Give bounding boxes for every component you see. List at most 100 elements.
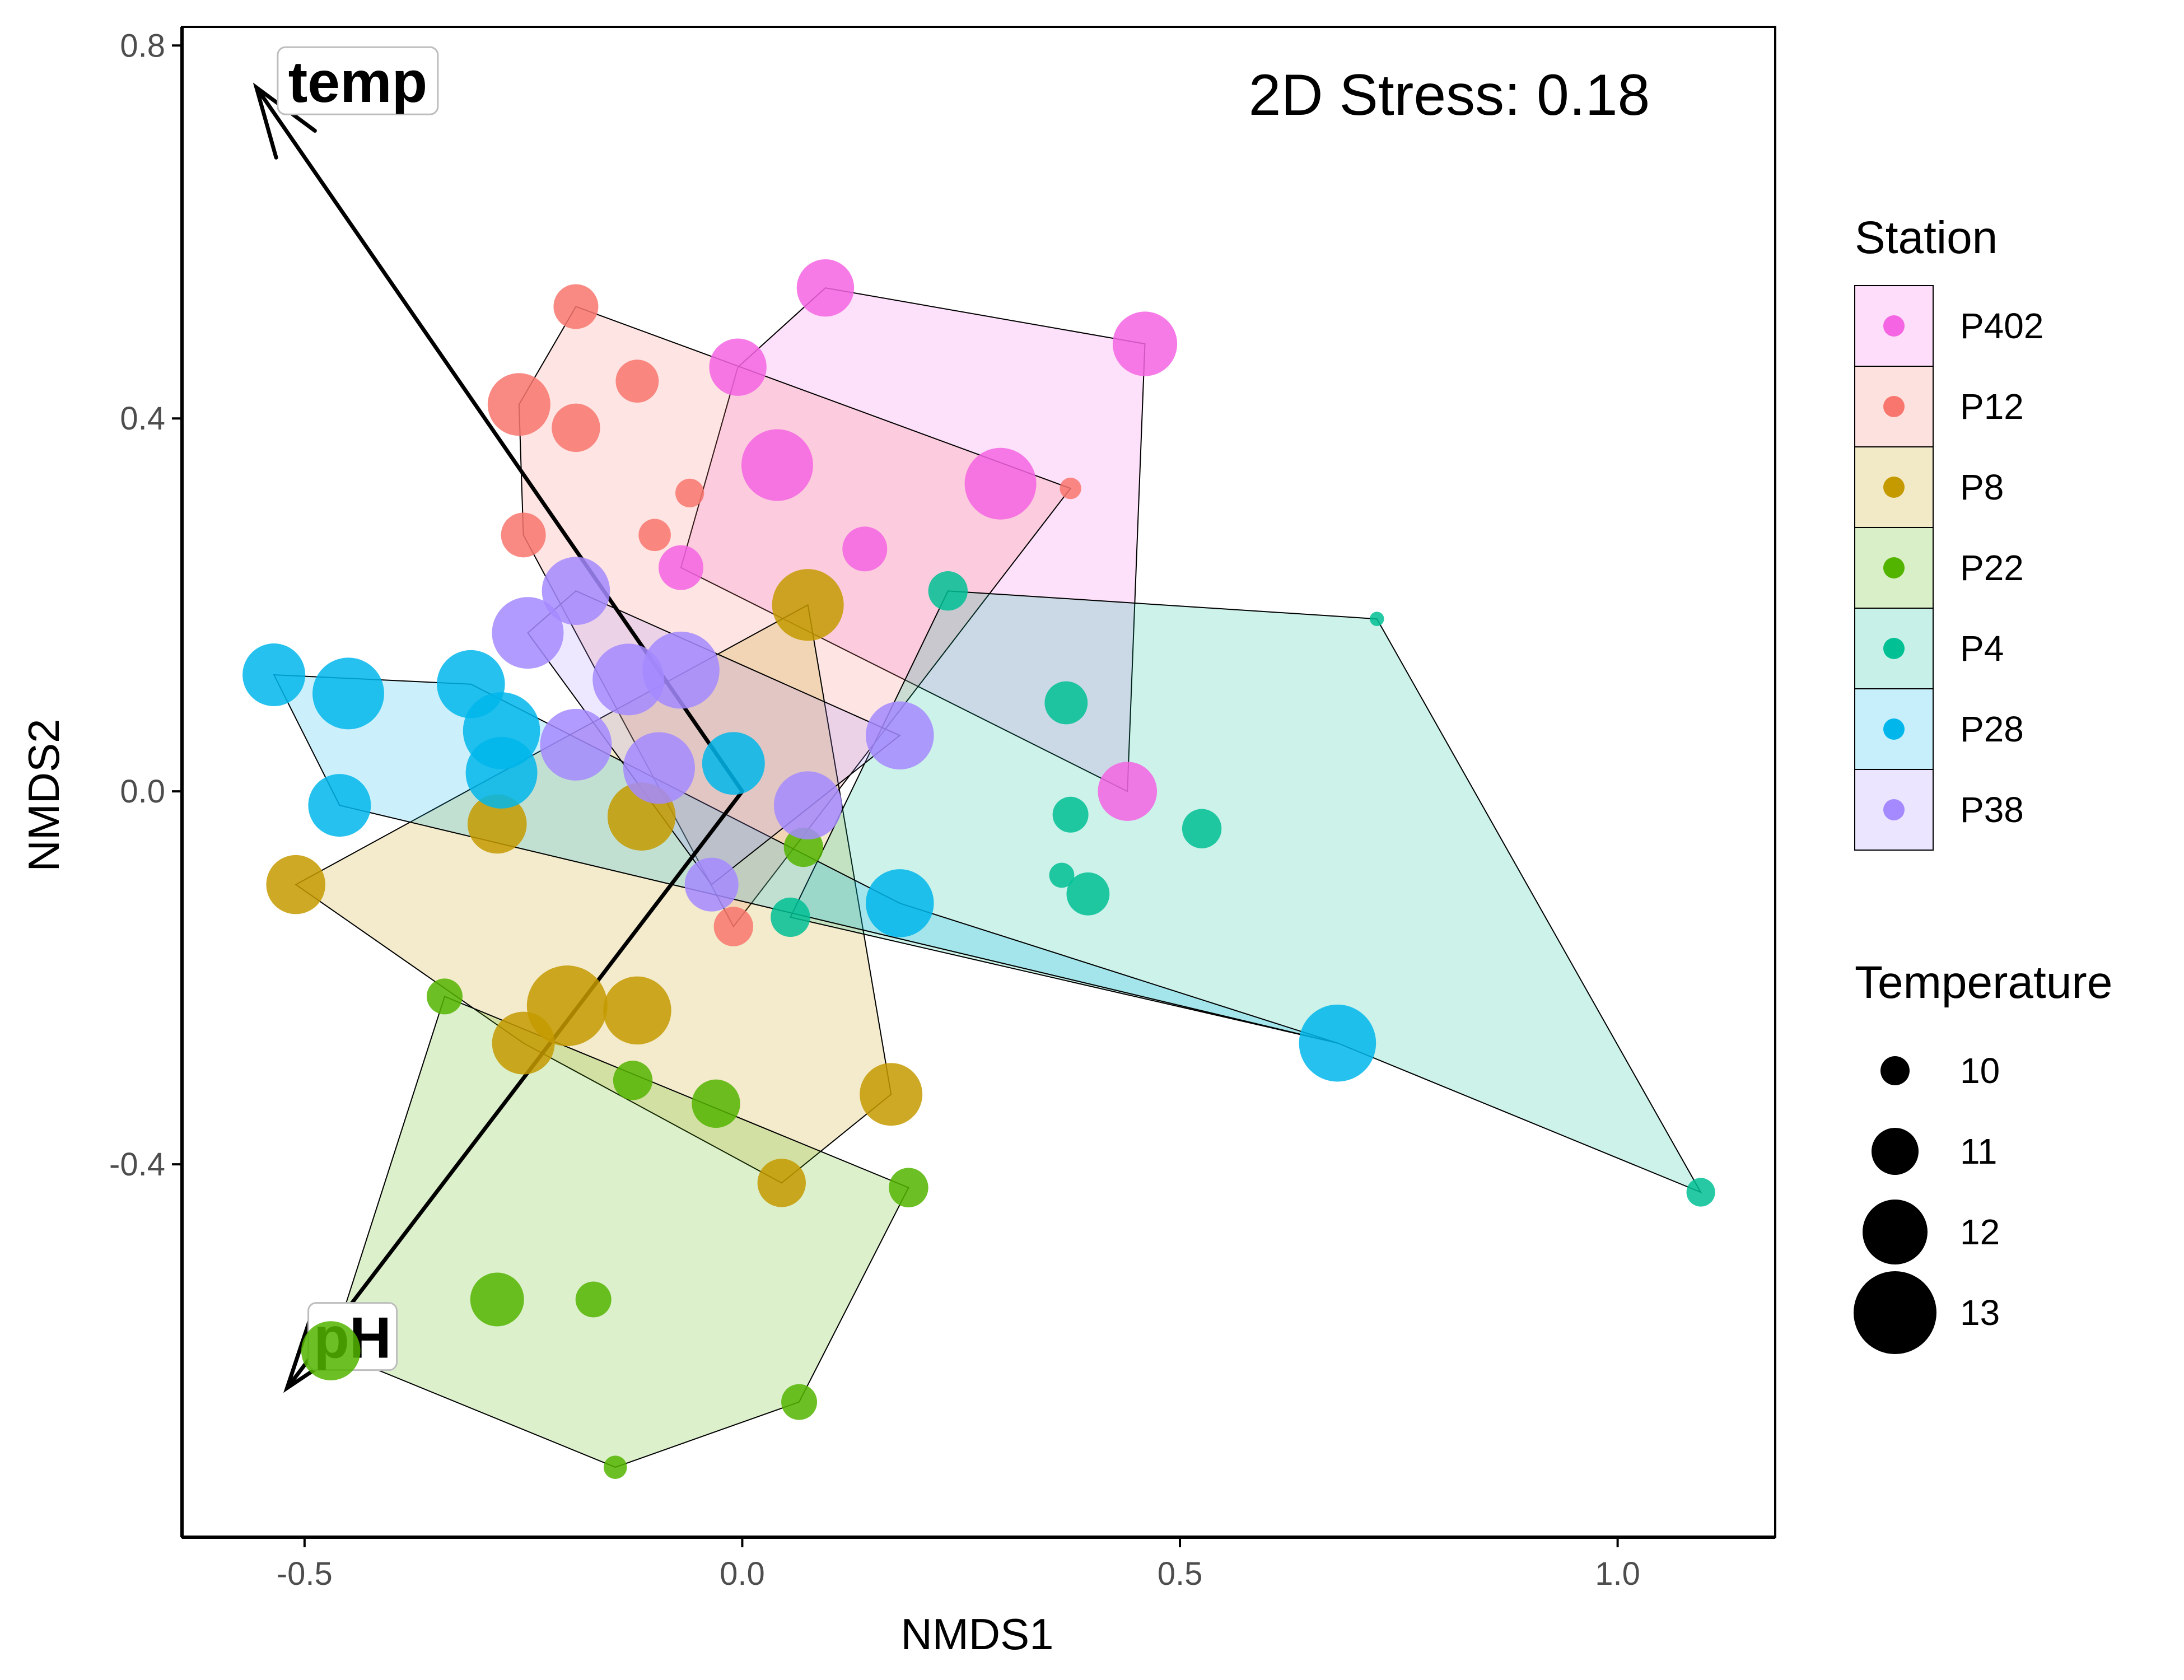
vector-label-box-temp [277,46,439,115]
station-legend-dot-p38 [1883,799,1905,820]
point-p8-0 [772,569,844,641]
station-legend-label-p38: P38 [1960,790,2024,830]
temperature-legend-label-10: 10 [1960,1051,2000,1091]
point-p4-0 [928,571,968,611]
point-p12-5 [638,519,671,552]
y-tick-label: -0.4 [109,1146,165,1183]
point-p22-2 [613,1061,653,1100]
x-tick-label: 1.0 [1595,1556,1640,1592]
station-legend-label-p4: P4 [1960,628,2004,669]
point-p28-8 [1299,1004,1376,1082]
point-p402-6 [659,545,704,590]
point-p4-4 [1182,809,1222,848]
y-axis-title: NMDS2 [19,718,68,871]
point-p28-0 [242,643,306,707]
point-p22-4 [889,1168,928,1207]
point-p22-9 [301,1321,361,1380]
point-p4-1 [1369,612,1384,626]
station-legend: Station P402 P12 P8 P22 P4 P28 P38 [1854,212,2043,851]
point-p12-7 [1060,477,1081,500]
point-p4-8 [1686,1178,1715,1207]
axes-layer: -0.5 0.0 0.5 1.0 -0.4 0.0 0.4 0.8 [109,26,1776,1592]
point-p38-8 [684,857,739,912]
point-p402-3 [741,429,813,501]
point-p28-4 [465,736,538,809]
point-p12-3 [552,403,600,452]
vector-label-temp: temp [288,50,427,115]
point-p22-5 [470,1272,524,1327]
temperature-legend: Temperature 10 11 12 13 [1854,957,2112,1354]
point-p8-7 [860,1063,923,1126]
point-p8-1 [467,794,527,854]
point-p402-5 [842,526,888,572]
x-tick-label: 0.0 [720,1556,765,1592]
station-legend-label-p28: P28 [1960,709,2024,749]
point-p12-6 [501,512,546,558]
temperature-legend-label-12: 12 [1960,1212,2000,1252]
stress-annotation: 2D Stress: 0.18 [1249,63,1650,128]
x-tick-label: 0.5 [1158,1556,1203,1592]
point-p22-7 [781,1384,818,1420]
point-p402-2 [709,338,767,396]
point-p4-2 [1044,681,1088,725]
point-p4-5 [1049,862,1075,888]
temperature-legend-dot-12 [1863,1200,1928,1264]
point-p28-5 [308,774,371,837]
point-p4-3 [1052,796,1089,833]
point-p28-6 [702,732,765,795]
temperature-legend-dot-10 [1880,1056,1910,1085]
station-legend-title: Station [1855,212,1998,263]
point-p28-7 [866,869,934,937]
point-p4-7 [771,897,810,937]
station-legend-dot-p28 [1883,718,1905,740]
temperature-legend-title: Temperature [1855,957,2112,1008]
y-tick-label: 0.0 [120,773,165,810]
station-legend-dot-p22 [1883,557,1905,578]
hull-p22 [330,996,909,1468]
vector-ph [285,789,744,1390]
temperature-legend-dot-13 [1854,1271,1936,1354]
point-p8-8 [757,1159,806,1207]
station-legend-label-p402: P402 [1960,306,2043,346]
points-layer [242,259,1715,1479]
x-axis-title: NMDS1 [900,1609,1053,1659]
point-p8-5 [603,976,671,1045]
point-p38-5 [540,708,612,781]
point-p38-7 [773,771,842,839]
point-p402-0 [796,259,855,317]
point-p22-1 [426,978,463,1015]
point-p8-3 [266,855,326,914]
point-p4-6 [1066,872,1110,916]
point-p12-8 [713,907,754,946]
point-p8-6 [492,1011,555,1075]
y-tick-label: 0.4 [120,400,165,437]
point-p12-4 [675,478,704,508]
station-legend-dot-p4 [1883,638,1905,659]
point-p38-3 [642,631,720,709]
hull-p4 [789,590,1702,1194]
point-p12-1 [615,360,659,403]
point-p22-8 [603,1455,627,1479]
point-p38-4 [866,701,934,770]
station-legend-dot-p12 [1883,396,1905,417]
station-legend-label-p12: P12 [1960,386,2024,427]
point-p402-7 [1098,762,1158,821]
temperature-legend-label-13: 13 [1960,1292,2000,1333]
y-tick-label: 0.8 [120,27,165,64]
x-tick-label: -0.5 [277,1556,333,1592]
station-legend-label-p8: P8 [1960,467,2004,507]
point-p22-6 [575,1281,612,1318]
point-p12-2 [487,373,550,436]
point-p38-0 [542,557,610,626]
point-p28-1 [312,657,385,730]
station-legend-key-p38 [1854,769,1934,851]
point-p12-0 [553,284,599,329]
point-p402-1 [1112,311,1178,376]
point-p22-3 [692,1079,740,1128]
point-p38-6 [623,732,695,804]
temperature-legend-dot-11 [1872,1128,1919,1175]
station-legend-dot-p8 [1883,477,1905,498]
station-legend-dot-p402 [1883,315,1905,337]
